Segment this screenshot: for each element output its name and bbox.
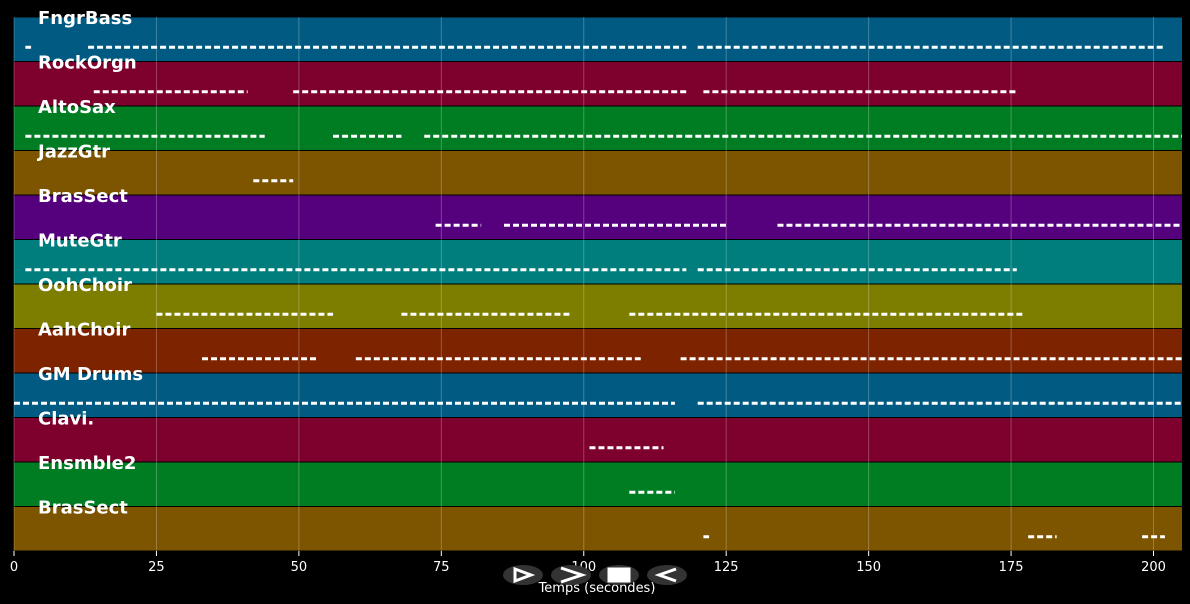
track-label: BrasSect — [38, 498, 128, 519]
track-band — [14, 17, 1182, 61]
button-bg — [551, 565, 591, 585]
x-tick-label: 75 — [433, 560, 450, 575]
track-band — [14, 329, 1182, 373]
track-band — [14, 373, 1182, 417]
x-tick-label: 150 — [856, 560, 881, 575]
track-label: FngrBass — [38, 8, 132, 29]
track-label: AltoSax — [38, 97, 116, 118]
track-label: Clavi. — [38, 409, 94, 430]
track-label: JazzGtr — [36, 142, 110, 163]
track-label: BrasSect — [38, 186, 128, 207]
track-band — [14, 106, 1182, 150]
play-button[interactable] — [503, 565, 543, 585]
track-band — [14, 62, 1182, 106]
track-label: OohChoir — [38, 275, 132, 296]
track-band — [14, 195, 1182, 239]
x-tick-label: 0 — [10, 560, 18, 575]
track-label: RockOrgn — [38, 53, 137, 74]
rewind-button[interactable] — [647, 565, 687, 585]
x-tick-label: 50 — [291, 560, 308, 575]
fast-forward-button[interactable] — [551, 565, 591, 585]
track-band — [14, 284, 1182, 328]
x-tick-label: 200 — [1141, 560, 1166, 575]
x-tick-label: 175 — [999, 560, 1024, 575]
button-icon — [654, 567, 677, 583]
button-icon — [560, 566, 587, 584]
button-bg — [503, 565, 543, 585]
track-label: MuteGtr — [38, 231, 122, 252]
x-tick-label: 25 — [148, 560, 165, 575]
button-icon — [513, 566, 536, 584]
track-label: AahChoir — [38, 320, 130, 341]
button-icon — [607, 567, 631, 583]
track-label: Ensmble2 — [38, 453, 136, 474]
track-band — [14, 507, 1182, 551]
x-axis-label: Temps (secondes) — [538, 581, 656, 596]
stop-button[interactable] — [599, 565, 639, 585]
track-band — [14, 462, 1182, 506]
button-bg — [647, 565, 687, 585]
track-label: GM Drums — [38, 364, 143, 385]
track-band — [14, 418, 1182, 462]
track-band — [14, 240, 1182, 284]
track-band — [14, 151, 1182, 195]
x-tick-label: 125 — [714, 560, 739, 575]
